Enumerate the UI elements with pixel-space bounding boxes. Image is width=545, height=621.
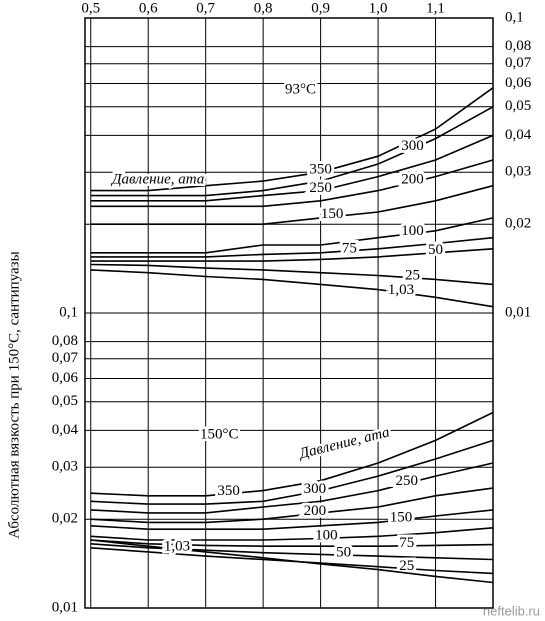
curve [90,263,494,286]
curve [90,87,494,192]
curve-label: 200 [401,172,424,188]
curve [90,462,494,514]
curve-label: 75 [399,535,414,551]
y-tick-label: 0,03 [52,459,78,475]
curve-label: 250 [309,180,332,196]
curve-label: 75 [342,240,357,256]
y-tick-label: 0,02 [52,511,78,527]
y2-tick-label: 0,06 [505,75,532,91]
x-tick-label: 0,5 [81,0,100,16]
watermark: neftelib.ru [483,603,540,618]
curve-label: 25 [399,558,414,574]
y-tick-label: 0,05 [52,393,78,409]
y2-tick-label: 0,07 [505,55,532,71]
curve [90,106,494,197]
y2-tick-label: 0,08 [505,38,531,54]
y-tick-label: 0,01 [52,599,78,615]
curve [90,134,494,202]
curve-label: 25 [405,267,420,283]
y-axis-label: Абсолютная вязкость при 150°C, сантипуаз… [6,251,22,538]
x-tick-label: 0,9 [311,0,330,16]
y-tick-label: 0,1 [59,304,78,320]
x-tick-label: 1,0 [369,0,388,16]
y2-tick-label: 0,05 [505,98,531,114]
curve-label: 350 [217,483,240,499]
curve [90,539,494,547]
x-tick-label: 0,6 [139,0,158,16]
curve-label: 1,03 [388,282,414,298]
curve [90,217,494,254]
y2-tick-label: 0,1 [505,9,524,25]
curve [90,509,494,530]
curve-label: 200 [304,503,327,519]
curve-label: 1,03 [164,538,190,554]
curve [90,411,494,497]
curve [90,269,494,308]
curve [90,539,494,584]
y2-tick-label: 0,03 [505,164,531,180]
y2-tick-label: 0,01 [505,304,531,320]
curve [90,439,494,505]
curve [90,543,494,561]
y-tick-label: 0,07 [52,350,79,366]
curve-label: 300 [401,138,424,154]
pressure-label: Давление, ата [110,171,204,187]
y-tick-label: 0,06 [52,370,79,386]
curve-label: 250 [396,473,419,489]
curve [90,236,494,258]
group-label: 150°C [200,426,239,442]
curve-label: 50 [428,242,443,258]
group-label: 93°C [285,81,316,97]
curve-label: 50 [336,544,351,560]
y-tick-label: 0,08 [52,333,78,349]
curve-label: 100 [401,223,424,239]
curve [90,184,494,225]
curve-label: 150 [321,206,344,222]
curve-label: 150 [390,509,413,525]
curve [90,527,494,541]
curve [90,159,494,208]
x-tick-label: 0,7 [196,0,215,16]
curve-label: 350 [309,162,332,178]
curve [90,248,494,262]
curve-label: 100 [315,528,338,544]
y2-tick-label: 0,04 [505,127,532,143]
x-tick-label: 0,8 [254,0,273,16]
y2-tick-label: 0,02 [505,216,531,232]
curve [90,487,494,524]
curve-label: 300 [304,481,327,497]
x-tick-label: 1,1 [426,0,445,16]
y-tick-label: 0,04 [52,422,79,438]
